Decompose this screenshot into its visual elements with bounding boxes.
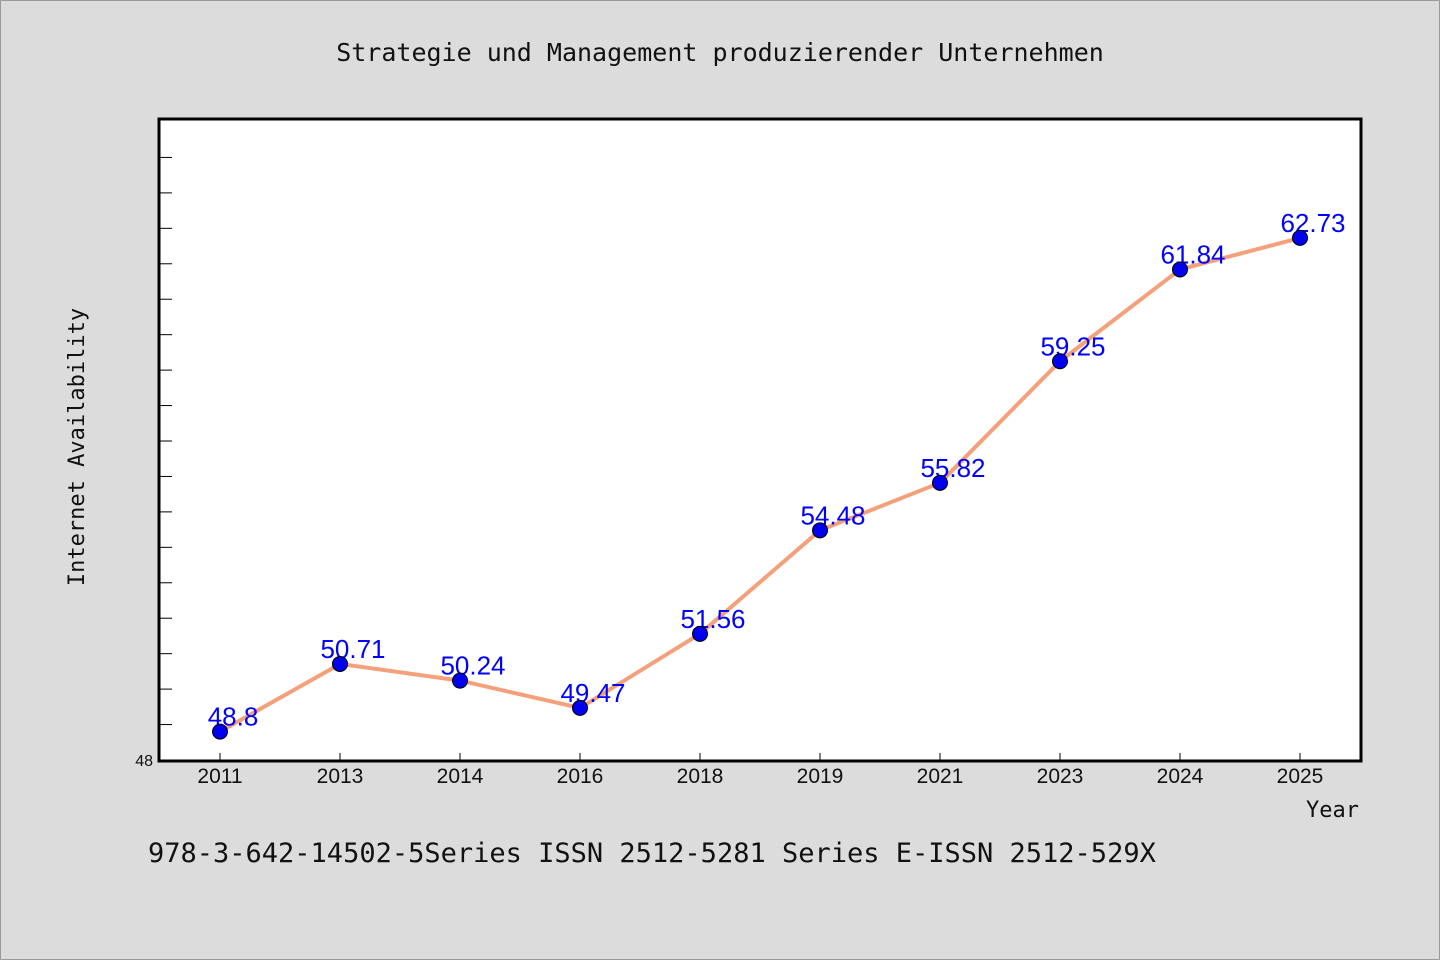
x-axis-ticks: 2011 2013 2014 2016 2018 2019 2021 2023 2024 2025 xyxy=(197,753,1323,788)
x-tick-label: 2023 xyxy=(1037,765,1084,788)
data-point-marker xyxy=(212,723,228,740)
data-point-marker xyxy=(692,625,708,642)
data-point-marker xyxy=(1172,261,1188,278)
data-point-marker xyxy=(1052,353,1068,370)
data-point-marker xyxy=(572,699,588,716)
x-tick-label: 2013 xyxy=(317,765,364,788)
data-label: 49.47 xyxy=(560,678,625,708)
series-group: 48.850.7150.2449.4751.5654.4855.8259.256… xyxy=(208,208,1346,740)
data-point-marker xyxy=(812,522,828,539)
data-label: 50.71 xyxy=(320,634,385,664)
x-axis-label: Year xyxy=(1306,798,1359,823)
data-label: 59.25 xyxy=(1040,331,1105,361)
y-axis-label: Internet Availability xyxy=(65,308,90,586)
data-label: 55.82 xyxy=(920,453,985,483)
data-label: 54.48 xyxy=(800,500,865,530)
x-tick-label: 2024 xyxy=(1157,765,1204,788)
data-label: 50.24 xyxy=(440,651,505,681)
y-axis-ticks xyxy=(160,156,172,726)
y-tick-label: 48 xyxy=(135,753,153,770)
x-tick-label: 2025 xyxy=(1277,765,1324,788)
data-label: 62.73 xyxy=(1280,208,1345,238)
plot-area xyxy=(157,117,1363,763)
x-tick-label: 2016 xyxy=(557,765,604,788)
data-point-marker xyxy=(332,655,348,672)
series-line xyxy=(219,235,1301,734)
x-tick-label: 2021 xyxy=(917,765,964,788)
chart-title: Strategie und Management produzierender … xyxy=(336,38,1104,67)
footer-isbn-text: 978-3-642-14502-5Series ISSN 2512-5281 S… xyxy=(148,838,1156,869)
data-point-marker xyxy=(932,474,948,491)
data-label: 61.84 xyxy=(1160,239,1225,269)
data-label: 51.56 xyxy=(680,604,745,634)
data-point-marker xyxy=(452,672,468,689)
data-point-marker xyxy=(1292,229,1308,246)
x-tick-label: 2014 xyxy=(437,765,484,788)
x-tick-label: 2011 xyxy=(197,765,242,788)
x-tick-label: 2019 xyxy=(797,765,844,788)
x-tick-label: 2018 xyxy=(677,765,724,788)
